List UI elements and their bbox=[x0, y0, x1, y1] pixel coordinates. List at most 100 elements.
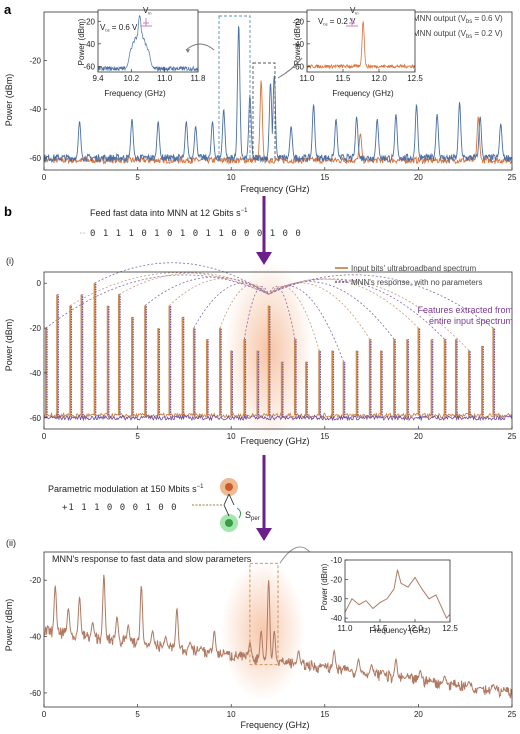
sub-i-label: (i) bbox=[6, 256, 14, 266]
inset1-vbs: Vbs = 0.6 V bbox=[100, 23, 138, 33]
inset1-ytick-label: -20 bbox=[83, 17, 95, 26]
panel-b-ii-inset: 11.0 11.5 12.0 12.5 -10 -20 -30 -40 bbox=[330, 556, 458, 633]
feature-arc bbox=[193, 282, 269, 329]
panel-a-xtick-label: 0 bbox=[42, 173, 47, 182]
inset2-vbs: Vbs = 0.2 V bbox=[318, 17, 356, 27]
inset2-ytick-label: -20 bbox=[292, 17, 304, 26]
inset1-ytick-label: -60 bbox=[83, 62, 95, 71]
connector-arrow-right bbox=[277, 57, 303, 79]
connector-arrow-left bbox=[185, 43, 215, 51]
sper-label: Sper bbox=[245, 510, 260, 522]
inset-bii-xlabel: Frequency (GHz) bbox=[369, 626, 431, 635]
feature-arc bbox=[70, 272, 269, 306]
panel-b-ii-xlabel: Frequency (GHz) bbox=[240, 720, 309, 730]
down-arrow-2 bbox=[256, 455, 272, 541]
feature-arc bbox=[268, 282, 371, 340]
panel-b-i-ytick-label: -20 bbox=[29, 324, 41, 333]
panel-a-ytick-label: -20 bbox=[29, 57, 41, 66]
inset-bii-ytick-label: -30 bbox=[330, 595, 342, 604]
device-links bbox=[223, 493, 235, 517]
panel-b-ii-ylabel: Power (dBm) bbox=[4, 599, 14, 652]
feature-arc bbox=[268, 286, 296, 340]
features-text-1: Features extracted from bbox=[417, 305, 513, 315]
inset-bii-frame bbox=[344, 559, 451, 623]
zoom-box-0.6v bbox=[218, 15, 251, 160]
panel-b-i-ytick-label: -40 bbox=[29, 369, 41, 378]
panel-a-xtick-label: 20 bbox=[414, 173, 423, 182]
inset2-series bbox=[306, 21, 416, 70]
inset2-xtick-label: 12.5 bbox=[407, 74, 423, 83]
inset1-xtick-label: 10.2 bbox=[124, 74, 140, 83]
panel-a-xtick-label: 10 bbox=[227, 173, 236, 182]
inset-bii-ytick-label: -10 bbox=[330, 556, 342, 565]
modulation-device bbox=[192, 478, 242, 532]
input-bits: 0 1 1 1 0 1 0 1 0 1 1 0 0 0 1 0 0 bbox=[90, 229, 302, 239]
panel-b-ii-xtick-label: 25 bbox=[508, 710, 517, 719]
zoom-connector-ii bbox=[279, 546, 311, 564]
inset1-ytick-label: -40 bbox=[83, 40, 95, 49]
zoom-box-0.2v bbox=[252, 62, 276, 160]
inset2-ytick-label: -40 bbox=[292, 40, 304, 49]
inset2-ylabel: Power (dBm) bbox=[293, 18, 302, 65]
inset2-xlabel: Frequency (GHz) bbox=[332, 89, 394, 98]
panel-b-i-xtick-label: 20 bbox=[414, 432, 423, 441]
panel-a-xtick-label: 25 bbox=[508, 173, 517, 182]
panel-b-i-xtick-label: 15 bbox=[320, 432, 329, 441]
legend-label-0.6v: MNN output (Vbs = 0.6 V) bbox=[413, 14, 503, 25]
panel-a-ytick-label: -40 bbox=[29, 105, 41, 114]
inset1-xtick-label: 11.8 bbox=[191, 74, 207, 83]
panel-b-ii-frame bbox=[43, 551, 513, 708]
features-text-2: entire input spectrum bbox=[429, 316, 513, 326]
inset1-ylabel: Power (dBm) bbox=[77, 18, 86, 65]
panel-a-xtick-label: 5 bbox=[135, 173, 140, 182]
inset1-series bbox=[97, 14, 199, 73]
feature-arc bbox=[94, 262, 269, 295]
panel-b-ii-xtick-label: 10 bbox=[227, 710, 236, 719]
panel-b-i-ytick-label: 0 bbox=[37, 279, 42, 288]
panel-a-ylabel: Power (dBm) bbox=[4, 74, 14, 127]
arrow-head-2 bbox=[256, 528, 272, 541]
panel-b-i-xtick-label: 10 bbox=[227, 432, 236, 441]
device-node-b bbox=[225, 519, 233, 527]
legend-label-input-bits: Input bits' ultrabroadband spectrum bbox=[351, 264, 476, 273]
inset1-xtick-label: 9.4 bbox=[92, 74, 104, 83]
legend-label-0.2v: MNN output (Vbs = 0.2 V) bbox=[413, 29, 503, 40]
panel-b-i-plot: 0 5 10 15 20 25 0 -20 -40 -60 bbox=[29, 260, 517, 441]
panel-a-inset-0.2v: 11.0 11.5 12.0 12.5 -20 -40 -60 bbox=[292, 9, 423, 83]
inset1-xlabel: Frequency (GHz) bbox=[104, 89, 166, 98]
inset2-xtick-label: 11.0 bbox=[300, 74, 316, 83]
feature-arc bbox=[45, 274, 269, 329]
panel-b-i-frame bbox=[43, 271, 513, 430]
feature-arc bbox=[144, 276, 269, 306]
sper-arrow bbox=[236, 507, 242, 519]
inset1-frame bbox=[97, 9, 199, 73]
down-arrow-1 bbox=[256, 196, 272, 265]
param-text: Parametric modulation at 150 Mbits s−1 bbox=[48, 484, 204, 494]
arrow-head-1 bbox=[256, 252, 272, 265]
mnn-response-floor bbox=[43, 414, 513, 422]
inset-bii-xtick-label: 12.0 bbox=[407, 624, 423, 633]
inset1-vin: Vin bbox=[143, 6, 151, 16]
panel-a-xlabel: Frequency (GHz) bbox=[240, 184, 309, 194]
feature-arc bbox=[268, 281, 395, 340]
panel-a-letter: a bbox=[4, 2, 12, 17]
feature-arc bbox=[268, 285, 320, 351]
inset1-xtick-label: 11.0 bbox=[157, 74, 173, 83]
inset1-device-symbol bbox=[140, 18, 152, 27]
panel-a-inset-0.6v: 9.4 10.2 11.0 11.8 -20 -40 -60 bbox=[83, 9, 207, 83]
inset2-xtick-label: 12.0 bbox=[371, 74, 387, 83]
inset2-xtick-label: 11.5 bbox=[336, 74, 352, 83]
panel-b-ii-ytick-label: -20 bbox=[29, 576, 41, 585]
panel-b-i-legend: Input bits' ultrabroadband spectrum MNN'… bbox=[335, 264, 482, 287]
inset2-device-symbol bbox=[346, 18, 358, 27]
panel-b-ii-xtick-label: 0 bbox=[42, 710, 47, 719]
panel-b-i-xtick-label: 25 bbox=[508, 432, 517, 441]
feed-text: Feed fast data into MNN at 12 Gbits s−1 bbox=[90, 208, 248, 218]
device-node-a bbox=[225, 483, 233, 491]
inset-bii-xtick-label: 12.5 bbox=[442, 624, 458, 633]
inset-bii-series bbox=[344, 569, 451, 619]
feature-arc bbox=[169, 278, 269, 306]
series-0.6v bbox=[43, 26, 513, 163]
panel-a-ytick-label: -60 bbox=[29, 154, 41, 163]
